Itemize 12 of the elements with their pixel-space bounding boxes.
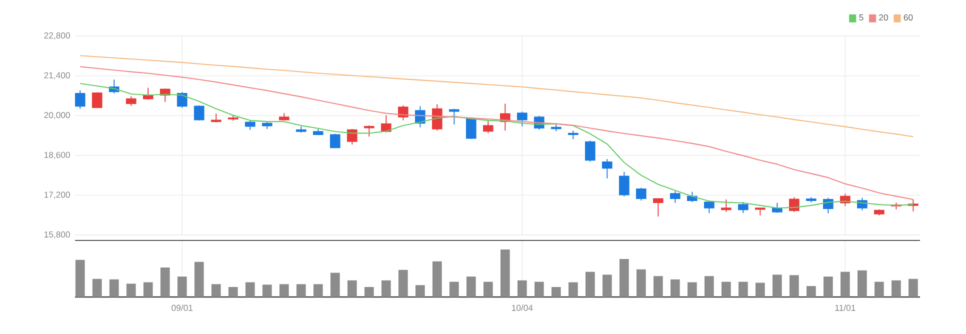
x-tick-label: 11/01 [835,304,856,311]
y-tick-label: 22,800 [44,32,70,40]
y-tick-label: 17,200 [44,192,70,199]
y-tick-label: 21,400 [44,72,70,80]
y-tick-label: 20,000 [44,112,70,120]
y-tick-label: 15,800 [44,231,70,239]
legend-label: 60 [904,14,913,21]
x-tick-label: 10/04 [512,304,533,311]
legend-label: 20 [879,14,888,21]
x-tick-label: 09/01 [172,304,193,311]
legend-label: 5 [859,14,864,20]
y-tick-label: 18,600 [44,152,70,159]
